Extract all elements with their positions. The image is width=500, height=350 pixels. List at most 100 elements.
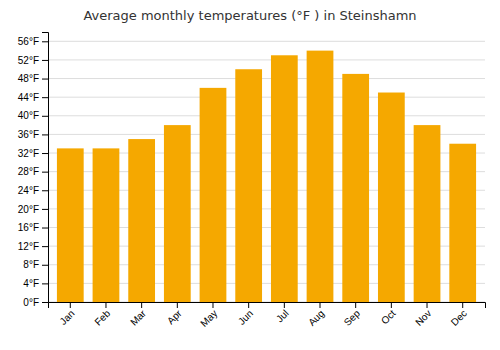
y-tick-mark [42, 172, 48, 173]
x-tick-mark [391, 302, 392, 308]
y-tick-mark [42, 60, 48, 61]
x-tick: May [198, 302, 219, 329]
grid [48, 41, 485, 302]
x-tick: Mar [128, 302, 148, 328]
x-tick-label: Sep [342, 307, 363, 328]
y-tick-mark [42, 97, 48, 98]
y-tick-mark [42, 116, 48, 117]
x-tick-mark [105, 302, 106, 308]
bar [164, 125, 191, 302]
y-tick-label: 40°F [18, 110, 39, 121]
bar [307, 51, 334, 302]
x-tick-mark [284, 302, 285, 308]
x-axis-line [49, 303, 486, 309]
y-tick-mark [42, 209, 48, 210]
x-tick-label: Dec [449, 308, 469, 328]
y-tick-label: 24°F [18, 185, 39, 196]
bar [271, 55, 298, 302]
y-tick-label: 36°F [18, 129, 39, 140]
title: Average monthly temperatures (°F ) in St… [83, 8, 416, 23]
plot: 0°F 4°F 8°F 12°F 16°F 20°F 24°F 28°F 32°F 36°F 40°… [18, 33, 486, 329]
grid-line [48, 59, 485, 60]
x-tick-label: Nov [413, 308, 433, 328]
bar [378, 93, 405, 302]
y-tick: 36°F [18, 129, 48, 140]
y-tick-label: 28°F [18, 166, 39, 177]
y-tick-label: 0°F [23, 297, 39, 308]
x-tick-mark [212, 302, 213, 308]
x-tick-mark [177, 302, 178, 308]
y-tick: 28°F [18, 166, 48, 177]
y-tick-mark [42, 228, 48, 229]
bar [235, 69, 262, 302]
x-tick: Jun [236, 302, 255, 327]
x-tick: Aug [306, 302, 326, 328]
y-tick-label: 48°F [18, 73, 39, 84]
y-tick: 32°F [18, 148, 48, 159]
bar [342, 74, 369, 302]
y-tick-label: 44°F [18, 92, 39, 103]
x-tick: Jan [57, 302, 76, 327]
x-tick-mark [355, 302, 356, 308]
x-tick: Oct [379, 302, 398, 326]
x-tick: Apr [165, 302, 184, 326]
bar [200, 88, 227, 302]
y-tick-mark [42, 153, 48, 154]
y-tick-label: 56°F [18, 36, 39, 47]
bar [128, 139, 155, 302]
y-tick: 44°F [18, 92, 48, 103]
grid-line [48, 115, 485, 116]
y-tick-label: 12°F [18, 241, 39, 252]
y-tick: 24°F [18, 185, 48, 196]
y-tick: 16°F [18, 222, 48, 233]
x-tick-mark [462, 302, 463, 308]
x-tick: Feb [92, 302, 112, 328]
y-axis: 0°F 4°F 8°F 12°F 16°F 20°F 24°F 28°F 32°F 36°F 40°… [18, 33, 49, 308]
x-tick-label: Jan [57, 308, 76, 327]
y-tick-mark [42, 41, 48, 42]
x-tick: Dec [449, 302, 469, 328]
x-tick-mark [248, 302, 249, 308]
grid-line [48, 41, 485, 42]
bar [449, 144, 476, 302]
y-tick: 0°F [23, 297, 48, 308]
x-tick-label: Mar [128, 307, 148, 327]
y-tick: 8°F [23, 259, 48, 270]
x-tick-label: Apr [165, 307, 184, 326]
x-tick: Sep [342, 302, 363, 328]
x-axis: Jan Feb Mar Apr May Jun Jul Aug Sep Oct Nov Dec [49, 302, 486, 329]
y-axis-line [42, 33, 49, 303]
y-tick: 52°F [18, 55, 48, 66]
x-tick: Jul [274, 302, 291, 324]
chart-svg: 0°F 4°F 8°F 12°F 16°F 20°F 24°F 28°F 32°F 36°F 40°… [0, 0, 500, 350]
x-tick-label: May [198, 308, 219, 329]
y-tick-label: 52°F [18, 55, 39, 66]
x-tick-label: Aug [306, 308, 326, 328]
bars [57, 51, 476, 302]
y-tick-label: 8°F [23, 259, 39, 270]
y-tick-label: 32°F [18, 148, 39, 159]
bar [57, 148, 84, 302]
grid-line [48, 97, 485, 98]
x-tick-label: Jun [236, 308, 255, 327]
y-tick: 48°F [18, 73, 48, 84]
y-tick: 40°F [18, 110, 48, 121]
y-tick-mark [42, 302, 48, 303]
bar [93, 148, 120, 302]
x-tick-mark [141, 302, 142, 308]
y-tick-mark [42, 246, 48, 247]
y-tick: 56°F [18, 36, 48, 47]
y-tick-label: 16°F [18, 222, 39, 233]
bar [414, 125, 441, 302]
y-tick-mark [42, 265, 48, 266]
x-tick-label: Jul [274, 308, 291, 325]
y-tick-label: 4°F [23, 278, 39, 289]
y-tick: 4°F [23, 278, 48, 289]
y-tick-mark [42, 190, 48, 191]
y-tick: 20°F [18, 204, 48, 215]
x-tick-mark [427, 302, 428, 308]
y-tick: 12°F [18, 241, 48, 252]
x-tick-mark [70, 302, 71, 308]
x-tick-label: Feb [92, 307, 112, 327]
x-tick-mark [320, 302, 321, 308]
